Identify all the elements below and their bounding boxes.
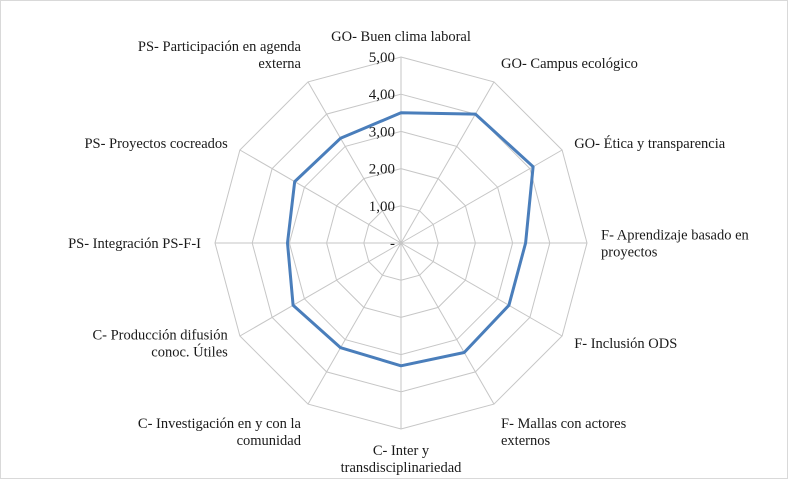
category-label-3: GO- Ética y transparencia (574, 135, 726, 152)
category-label-1: GO- Buen clima laboral (331, 29, 471, 45)
tick-label-0: - (390, 236, 395, 252)
category-label-2: GO- Campus ecológico (501, 56, 638, 72)
tick-label-2: 2,00 (369, 162, 395, 178)
spoke-9 (239, 242, 402, 337)
category-label-9: C- Producción difusión conoc. Útiles (92, 328, 228, 361)
category-label-4: F- Aprendizaje basado en proyectos (601, 228, 750, 261)
category-label-12: PS- Participación en agenda externa (138, 39, 302, 72)
spoke-6 (400, 242, 495, 405)
spoke-3 (400, 149, 563, 244)
category-label-10: PS- Integración PS-F-I (68, 236, 201, 252)
series-line-1 (286, 111, 535, 368)
tick-label-3: 3,00 (369, 124, 395, 140)
category-label-11: PS- Proyectos cocreados (84, 136, 228, 152)
tick-label-1: 1,00 (369, 199, 395, 215)
category-label-7: C- Inter y transdisciplinariedad (341, 443, 463, 476)
spoke-2 (400, 81, 495, 244)
spoke-12 (307, 81, 402, 244)
spoke-8 (307, 242, 402, 405)
category-label-8: C- Investigación en y con la comunidad (138, 416, 302, 449)
tick-label-4: 4,00 (369, 87, 395, 103)
spoke-11 (239, 149, 402, 244)
category-label-5: F- Inclusión ODS (574, 336, 677, 352)
tick-label-5: 5,00 (369, 50, 395, 66)
spoke-5 (400, 242, 563, 337)
category-label-6: F- Mallas con actores externos (501, 416, 627, 449)
